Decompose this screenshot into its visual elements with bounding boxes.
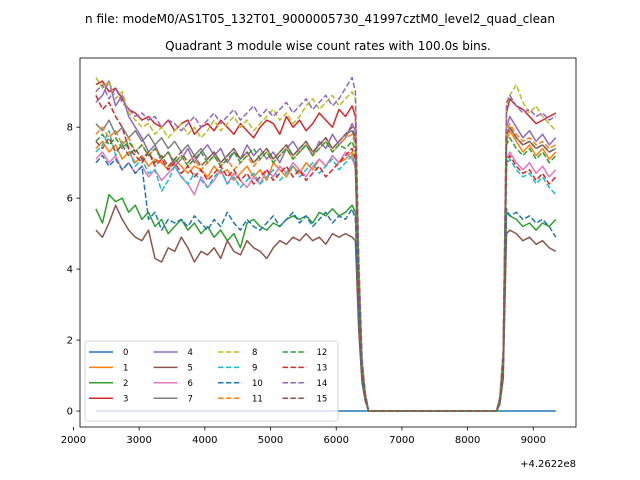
legend-label-11: 11: [252, 394, 263, 404]
legend-label-12: 12: [317, 348, 328, 358]
x-tick-label: 3000: [126, 435, 151, 446]
x-tick-label: 4000: [192, 435, 217, 446]
y-tick-label: 2: [67, 336, 73, 347]
x-tick-label: 7000: [389, 435, 414, 446]
legend-label-13: 13: [317, 364, 328, 374]
x-tick-label: 5000: [258, 435, 283, 446]
x-tick-label: 8000: [455, 435, 480, 446]
legend-label-2: 2: [123, 379, 128, 389]
y-axis: 0 2 4 6 8: [67, 123, 80, 418]
legend-label-10: 10: [252, 379, 263, 389]
y-tick-label: 4: [67, 265, 73, 276]
x-offset-label: +4.2622e8: [520, 459, 576, 470]
series-line-12: [95, 133, 557, 412]
legend-frame: [84, 340, 339, 422]
legend-label-5: 5: [188, 364, 193, 374]
y-tick-label: 6: [67, 194, 73, 205]
plot-frame: [79, 57, 577, 428]
chart-title: Quadrant 3 module wise count rates with …: [165, 39, 491, 53]
legend-label-6: 6: [188, 379, 193, 389]
x-tick-label: 6000: [323, 435, 348, 446]
y-tick-label: 8: [67, 123, 73, 134]
legend-label-8: 8: [252, 348, 257, 358]
figure-suptitle: n file: modeM0/AS1T05_132T01_9000005730_…: [85, 12, 555, 26]
legend-label-15: 15: [317, 394, 328, 404]
legend-label-14: 14: [317, 379, 328, 389]
legend-label-9: 9: [252, 364, 257, 374]
y-tick-label: 0: [67, 407, 73, 418]
legend-label-3: 3: [123, 394, 128, 404]
legend-label-1: 1: [123, 364, 128, 374]
legend-label-7: 7: [188, 394, 193, 404]
legend-label-4: 4: [188, 348, 193, 358]
series-layer: [95, 76, 557, 412]
x-tick-label: 9000: [521, 435, 546, 446]
series-line-15: [95, 126, 557, 412]
x-tick-label: 2000: [61, 435, 86, 446]
legend-label-0: 0: [123, 348, 128, 358]
x-axis: 2000 3000 4000 5000 6000 7000 8000 9000: [61, 427, 546, 446]
